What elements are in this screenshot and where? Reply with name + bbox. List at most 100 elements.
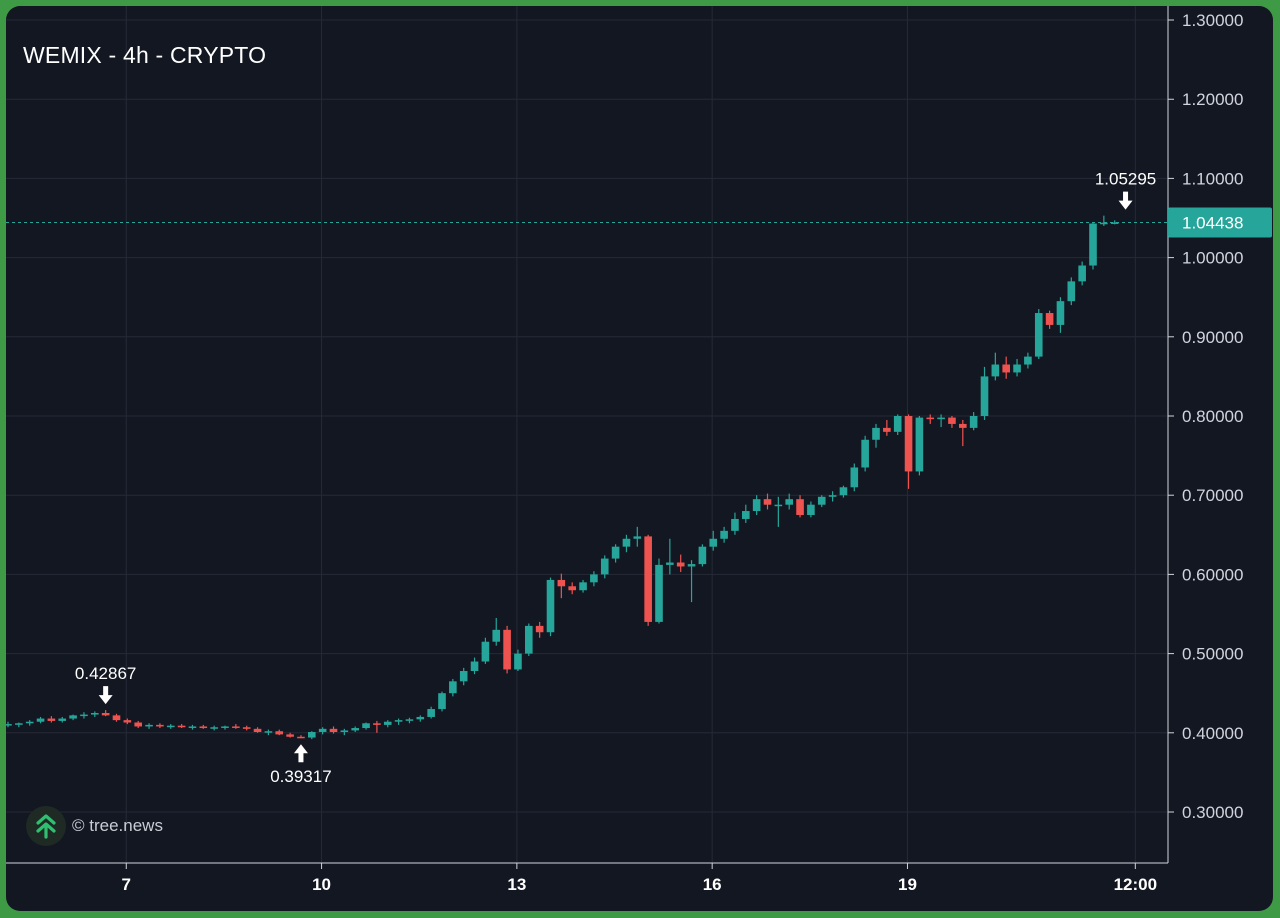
candle <box>1089 221 1097 270</box>
candle <box>470 657 479 675</box>
candle <box>980 366 989 420</box>
candle-body <box>58 718 67 721</box>
candle <box>166 724 175 729</box>
candle-body <box>427 709 435 717</box>
candle-body <box>253 728 262 733</box>
candle-body <box>25 721 34 724</box>
candle <box>937 414 945 428</box>
candle <box>872 423 880 448</box>
candle <box>1045 310 1054 329</box>
candle <box>1056 297 1065 333</box>
candle <box>709 530 718 551</box>
candle-body <box>503 629 511 670</box>
candle <box>590 571 598 587</box>
arrow-down-icon <box>98 686 113 705</box>
candle <box>655 558 663 624</box>
candle-body <box>568 586 576 591</box>
candle <box>449 678 457 697</box>
candle-body <box>340 730 349 733</box>
candle <box>199 724 208 729</box>
candle-body <box>438 693 446 710</box>
candle <box>242 725 251 731</box>
candle <box>1024 352 1032 369</box>
candle <box>991 352 1000 381</box>
candle-body <box>1024 356 1032 365</box>
candle-body <box>948 417 956 424</box>
candle-body <box>785 499 793 505</box>
candle <box>796 495 804 518</box>
candle-body <box>449 681 457 694</box>
candle-body <box>1013 364 1021 373</box>
y-tick-label: 1.10000 <box>1182 169 1243 188</box>
y-tick-label: 0.30000 <box>1182 803 1243 822</box>
candle-body <box>210 727 218 729</box>
candle-body <box>893 416 902 432</box>
candle-body <box>459 671 468 682</box>
candle <box>156 723 164 729</box>
candle <box>394 718 403 725</box>
watermark: © tree.news <box>26 806 163 846</box>
price-annotation: 1.05295 <box>1095 170 1156 210</box>
candle-body <box>145 724 153 727</box>
candle <box>698 544 707 567</box>
candle <box>514 649 522 672</box>
candle <box>1067 277 1076 306</box>
candle-body <box>1089 223 1097 266</box>
candle <box>25 720 34 726</box>
y-tick-label: 1.30000 <box>1182 11 1243 30</box>
candle-body <box>275 731 284 735</box>
candle <box>600 555 609 579</box>
candle-body <box>720 530 728 539</box>
candle <box>817 495 826 508</box>
candle <box>15 722 23 728</box>
candle <box>731 512 739 535</box>
candle-body <box>666 562 674 565</box>
candle-body <box>731 518 739 531</box>
candle-body <box>362 723 370 729</box>
y-tick-label: 1.20000 <box>1182 90 1243 109</box>
candle-body <box>579 582 587 591</box>
candle-body <box>1078 265 1086 282</box>
grid-lines <box>6 6 1168 863</box>
candle <box>774 496 783 527</box>
candle-body <box>1100 222 1108 225</box>
candle <box>861 435 869 472</box>
candle <box>481 637 490 664</box>
arrow-up-icon <box>293 744 308 763</box>
candle <box>503 625 511 674</box>
candle-body <box>221 726 229 728</box>
last-price-label: 1.04438 <box>1182 213 1243 232</box>
y-tick-label: 0.50000 <box>1182 645 1243 664</box>
candle-body <box>69 715 77 719</box>
candle-body <box>926 417 935 420</box>
candlestick-chart[interactable]: 1.30000 1.20000 1.10000 1.00000 0.90000 0.800… <box>6 6 1273 911</box>
candle-body <box>188 726 197 728</box>
candle-body <box>47 718 56 721</box>
candle <box>91 711 99 717</box>
annotations: 1.04438 1.05295 0.42867 0.39317 <box>6 170 1272 786</box>
candle <box>622 534 631 553</box>
candle-body <box>622 538 631 547</box>
y-tick-label: 1.00000 <box>1182 249 1243 268</box>
x-tick-label: 13 <box>507 875 526 894</box>
candle <box>329 726 338 734</box>
candle-body <box>1002 364 1010 373</box>
candle <box>611 544 620 563</box>
candle-body <box>351 728 359 731</box>
candle <box>232 724 240 729</box>
candle-body <box>36 718 45 722</box>
candle-body <box>15 723 23 725</box>
candle-body <box>177 725 186 728</box>
candle <box>644 534 652 626</box>
candle <box>373 720 381 733</box>
candle <box>383 720 392 728</box>
candle <box>828 491 837 502</box>
candle <box>101 710 110 717</box>
candle <box>427 706 435 719</box>
candle-body <box>600 558 609 575</box>
candle <box>839 485 848 498</box>
candle <box>1034 309 1043 359</box>
x-tick-label: 7 <box>122 875 131 894</box>
candle <box>926 414 935 424</box>
candle-body <box>1034 313 1043 357</box>
